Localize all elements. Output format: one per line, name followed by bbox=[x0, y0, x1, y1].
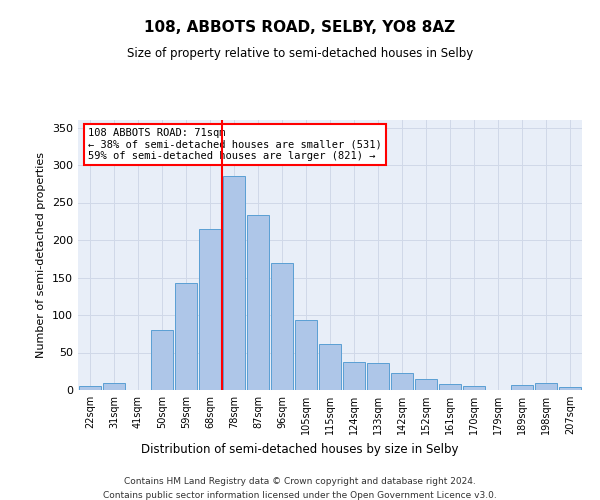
Bar bbox=[535, 382, 557, 390]
Bar bbox=[199, 229, 221, 390]
Bar bbox=[247, 215, 269, 390]
Text: 108, ABBOTS ROAD, SELBY, YO8 8AZ: 108, ABBOTS ROAD, SELBY, YO8 8AZ bbox=[145, 20, 455, 35]
Bar bbox=[175, 283, 197, 390]
Text: Contains HM Land Registry data © Crown copyright and database right 2024.: Contains HM Land Registry data © Crown c… bbox=[124, 478, 476, 486]
Bar bbox=[79, 386, 101, 390]
Bar bbox=[415, 379, 437, 390]
Bar bbox=[103, 382, 125, 390]
Bar bbox=[559, 387, 581, 390]
Text: Size of property relative to semi-detached houses in Selby: Size of property relative to semi-detach… bbox=[127, 48, 473, 60]
Bar bbox=[151, 330, 173, 390]
Bar bbox=[319, 344, 341, 390]
Bar bbox=[223, 176, 245, 390]
Bar bbox=[463, 386, 485, 390]
Bar bbox=[439, 384, 461, 390]
Bar bbox=[391, 373, 413, 390]
Text: 108 ABBOTS ROAD: 71sqm
← 38% of semi-detached houses are smaller (531)
59% of se: 108 ABBOTS ROAD: 71sqm ← 38% of semi-det… bbox=[88, 128, 382, 162]
Bar bbox=[271, 262, 293, 390]
Y-axis label: Number of semi-detached properties: Number of semi-detached properties bbox=[37, 152, 46, 358]
Bar bbox=[511, 385, 533, 390]
Text: Distribution of semi-detached houses by size in Selby: Distribution of semi-detached houses by … bbox=[141, 442, 459, 456]
Bar bbox=[367, 363, 389, 390]
Bar bbox=[343, 362, 365, 390]
Text: Contains public sector information licensed under the Open Government Licence v3: Contains public sector information licen… bbox=[103, 491, 497, 500]
Bar bbox=[295, 320, 317, 390]
